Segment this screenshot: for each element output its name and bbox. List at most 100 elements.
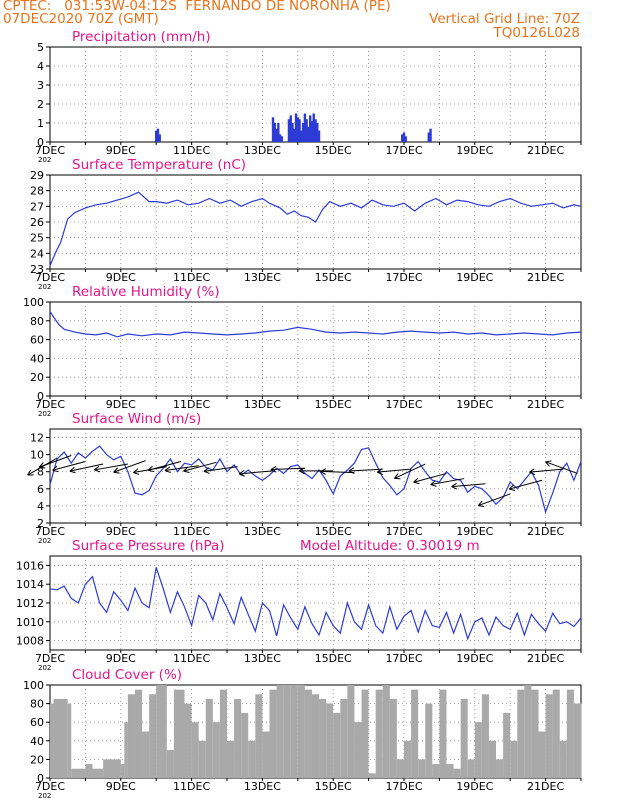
precip-bar (310, 121, 314, 142)
y-tick-label: 2 (37, 98, 44, 111)
precip-bar (429, 128, 432, 142)
cloud-bar (269, 689, 277, 778)
x-tick-label: 17DEC (385, 525, 422, 538)
x-tick-label: 17DEC (385, 271, 422, 284)
cloud-bar (396, 759, 404, 778)
cloud-bar (166, 750, 174, 778)
y-tick-label: 12 (30, 432, 44, 445)
cloud-bar (488, 740, 497, 778)
x-tick-label: 13DEC (244, 144, 281, 157)
x-tick-label: 13DEC (244, 652, 281, 665)
wind-arrow-head (413, 477, 419, 483)
y-tick-label: 40 (30, 735, 44, 748)
cloud-bar (581, 703, 582, 778)
wind-arrow (545, 461, 578, 474)
cloud-bar (92, 768, 104, 778)
wind-arrow-head (203, 470, 210, 474)
y-tick-label: 20 (30, 753, 44, 766)
wind-arrow-head (430, 480, 436, 485)
y-tick-label: 23 (30, 263, 44, 276)
precip-bar (316, 123, 319, 142)
wind-arrow-head (509, 488, 516, 491)
x-tick-label: 11DEC (173, 525, 210, 538)
wind-arrow-head (348, 470, 355, 474)
x-tick-label: 11DEC (173, 652, 210, 665)
wind-arrow-head (545, 460, 552, 463)
cloud-bar (538, 731, 546, 778)
x-tick-label: 15DEC (315, 144, 352, 157)
wind-arrow-head (147, 465, 153, 471)
x-tick-label: 19DEC (456, 144, 493, 157)
x-tick-label: 9DEC (106, 525, 136, 538)
y-tick-label: 28 (30, 185, 44, 198)
wind-arrow (183, 461, 217, 472)
y-tick-label: 80 (30, 315, 44, 328)
x-tick-label: 21DEC (527, 271, 564, 284)
precip-bar (404, 136, 407, 142)
x-tick-label: 7DEC (35, 144, 65, 157)
cloud-bar (354, 722, 362, 778)
cloud-bar (389, 698, 397, 778)
y-tick-label: 0 (37, 772, 44, 785)
y-tick-label: 60 (30, 716, 44, 729)
precip-bar (296, 117, 299, 142)
y-tick-label: 0 (37, 390, 44, 403)
precip-bar (427, 132, 430, 142)
wind-arrow-head (94, 465, 100, 471)
x-tick-label-year: 202 (38, 792, 51, 800)
cloud-bar (50, 703, 54, 778)
wind-arrow-head (238, 470, 245, 475)
cloud-bar (524, 685, 532, 778)
precip-bar (287, 119, 291, 142)
y-tick-label: 5 (37, 41, 44, 54)
x-tick-label: 13DEC (244, 398, 281, 411)
cloud-bar (319, 698, 327, 778)
wind-arrow-head (148, 469, 155, 473)
precip-bar (401, 134, 404, 142)
precip-bar (402, 132, 406, 142)
x-tick-label: 21DEC (527, 144, 564, 157)
wind-arrow-head (164, 470, 171, 474)
cloud-bar (127, 694, 135, 778)
cloud-bar (510, 740, 518, 778)
x-tick-label-year: 202 (38, 537, 51, 545)
wind-arrow (148, 460, 182, 471)
cloud-bar (425, 703, 433, 778)
x-tick-label-year: 202 (38, 283, 51, 291)
precip-bar (155, 130, 158, 142)
wind-arrow-head (529, 471, 536, 475)
cloud-bar (460, 698, 468, 778)
panel-0: 0 1 2 3 4 5 7DEC202 9DEC 11DEC 13DEC 15DEC 17DEC 19D… (35, 29, 582, 164)
wind-arrow-head (394, 473, 399, 479)
cloud-bar (149, 694, 157, 778)
wind-arrow-head (164, 466, 171, 471)
x-tick-label: 17DEC (385, 780, 422, 793)
x-tick-label: 7DEC (35, 780, 65, 793)
x-tick-label: 19DEC (456, 398, 493, 411)
wind-arrow-head (529, 468, 535, 473)
cloud-bar (198, 740, 206, 778)
wind-arrow-head (270, 466, 277, 470)
panel-title: Surface Pressure (hPa) (72, 538, 225, 554)
precip-bar (307, 126, 310, 142)
y-tick-label: 10 (30, 449, 44, 462)
x-tick-label: 15DEC (315, 271, 352, 284)
wind-arrow-head (298, 470, 305, 475)
cloud-bar (474, 722, 482, 778)
cloud-bar (205, 698, 213, 778)
y-tick-label: 26 (30, 216, 44, 229)
cloud-bar (219, 689, 227, 778)
y-tick-label: 100 (23, 679, 44, 692)
panel-title: Precipitation (mm/h) (72, 29, 211, 45)
cloud-bar (304, 689, 312, 778)
cloud-bar (311, 694, 320, 778)
wind-arrow-head (545, 461, 550, 467)
wind-arrow-head (508, 484, 514, 490)
series-line (49, 445, 582, 514)
cloud-bar (276, 685, 284, 778)
precip-bar (156, 128, 160, 142)
cloud-bar (241, 712, 249, 778)
